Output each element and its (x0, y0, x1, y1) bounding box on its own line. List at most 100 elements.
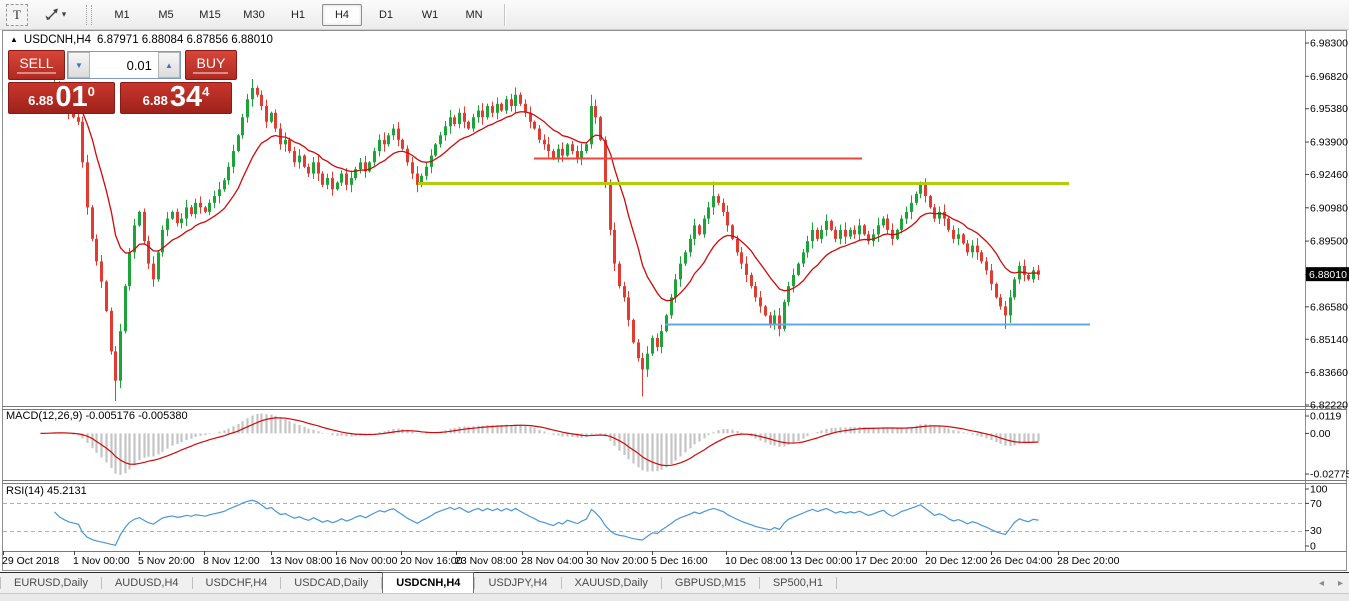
candle (86, 162, 89, 208)
toolbar-separator (504, 3, 505, 26)
chart-tab[interactable]: AUDUSD,H4 (114, 577, 179, 589)
candle (754, 286, 757, 298)
timeframe-button-h1[interactable]: H1 (290, 8, 306, 21)
candle (858, 225, 861, 235)
toolbar-grip[interactable] (86, 4, 92, 25)
time-axis-label: 30 Nov 20:00 (586, 555, 649, 567)
buy-price-display[interactable]: 6.88 34 4 (120, 82, 232, 114)
candle (491, 106, 494, 113)
buy-button[interactable]: BUY (184, 50, 237, 80)
text-tool-button[interactable]: T (6, 3, 28, 26)
candle (797, 263, 800, 275)
volume-decrease-button[interactable]: ▼ (67, 52, 90, 78)
candle (839, 229, 842, 239)
rsi-axis-label: 0 (1310, 541, 1316, 553)
candle (303, 155, 306, 167)
time-axis-label: 20 Dec 12:00 (925, 555, 988, 567)
buy-price-pips: 34 (169, 81, 203, 113)
macd-axis-label: 0.0119 (1310, 411, 1341, 423)
candle (731, 225, 734, 239)
chart-tab[interactable]: SP500,H1 (772, 577, 823, 589)
candle (750, 274, 753, 287)
sell-button-label: SELL (19, 55, 54, 71)
candle (547, 144, 550, 152)
chart-tab[interactable]: USDJPY,H4 (488, 577, 548, 589)
candle (1023, 265, 1026, 275)
candle (872, 234, 875, 242)
candle (679, 263, 682, 280)
timeframe-button-m5[interactable]: M5 (158, 8, 174, 21)
candle (100, 261, 103, 282)
volume-increase-button[interactable]: ▲ (157, 52, 180, 78)
candle (434, 144, 437, 156)
candle (693, 225, 696, 239)
candle (980, 252, 983, 262)
candle (783, 301, 786, 329)
candle (656, 337, 659, 347)
sell-button[interactable]: SELL (8, 50, 65, 80)
candle (571, 144, 574, 152)
tab-scroll-right-icon[interactable]: ▸ (1337, 577, 1343, 589)
candle (740, 252, 743, 264)
candle (453, 117, 456, 125)
timeframe-button-d1[interactable]: D1 (378, 8, 394, 21)
candle (199, 202, 202, 208)
candle (143, 211, 146, 242)
candle (72, 112, 75, 118)
time-axis-label: 16 Nov 00:00 (335, 555, 398, 567)
price-axis-label: 6.82220 (1310, 400, 1348, 412)
tab-separator (758, 577, 760, 589)
current-price-tag-label: 6.88010 (1309, 269, 1347, 281)
candle (152, 263, 155, 280)
candle (618, 263, 621, 287)
candle (717, 196, 720, 203)
candle (246, 99, 249, 118)
time-axis-label: 1 Nov 00:00 (73, 555, 130, 567)
buy-price-prefix: 6.88 (142, 93, 168, 108)
buy-underline (193, 72, 229, 74)
bottom-scroll-strip (0, 593, 1349, 601)
candle (336, 182, 339, 190)
time-axis-label: 13 Dec 00:00 (790, 555, 853, 567)
arrows-tool-button[interactable]: ▾ (38, 5, 72, 25)
candle (237, 135, 240, 152)
chart-ohlc-values: 6.87971 6.88084 6.87856 6.88010 (97, 34, 273, 46)
chart-tab[interactable]: GBPUSD,M15 (674, 577, 746, 589)
chart-tab[interactable]: USDCHF,H4 (205, 577, 268, 589)
candle (557, 148, 560, 158)
timeframe-button-m30[interactable]: M30 (243, 8, 265, 21)
chart-tab-bar: EURUSD,Daily AUDUSD,H4 USDCHF,H4 USDCAD,Dai… (0, 572, 1349, 593)
chart-tab[interactable]: EURUSD,Daily (14, 577, 88, 589)
volume-input[interactable] (89, 52, 158, 78)
timeframe-button-w1[interactable]: W1 (421, 8, 439, 21)
candle (905, 211, 908, 219)
chart-tab[interactable]: USDCNH,H4 (382, 572, 475, 593)
candle (707, 207, 710, 219)
double-arrow-icon (45, 8, 58, 20)
candle (180, 218, 183, 224)
chart-tab[interactable]: USDCAD,Daily (294, 577, 369, 589)
candle (321, 173, 324, 185)
candle (933, 207, 936, 219)
symbol-collapse-icon[interactable]: ▲ (10, 34, 18, 44)
candle (910, 202, 913, 212)
chart-symbol: USDCNH,H4 (23, 34, 92, 46)
timeframe-button-mn[interactable]: MN (465, 8, 483, 21)
timeframe-button-m15[interactable]: M15 (199, 8, 221, 21)
tab-scroll-left-icon[interactable]: ◂ (1318, 577, 1324, 589)
chart-tab[interactable]: XAUUSD,Daily (574, 577, 648, 589)
candle (176, 211, 179, 224)
timeframe-button-m1[interactable]: M1 (114, 8, 130, 21)
candle (397, 128, 400, 140)
candle (882, 218, 885, 226)
candle (373, 151, 376, 163)
candle (929, 196, 932, 208)
sell-price-display[interactable]: 6.88 01 0 (8, 82, 115, 114)
sell-price-pips: 01 (55, 81, 88, 113)
candle (745, 263, 748, 275)
candle (971, 245, 974, 253)
tab-scroll-controls: ◂ ▸ (1319, 573, 1343, 593)
sell-price-prefix: 6.88 (28, 93, 54, 108)
timeframe-button-h4[interactable]: H4 (322, 3, 362, 26)
